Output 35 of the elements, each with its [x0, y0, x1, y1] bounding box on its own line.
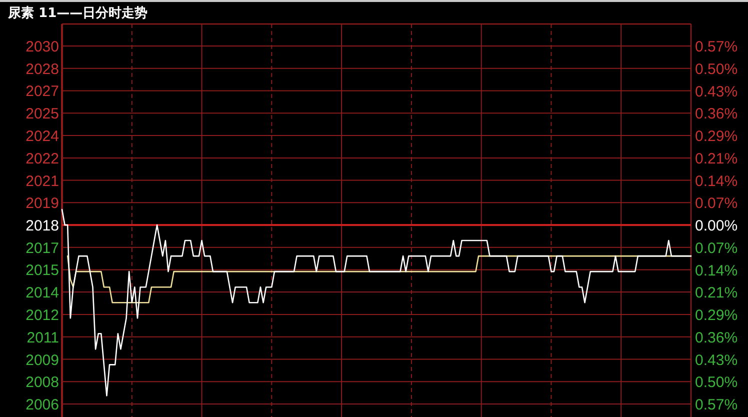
y-tick-label: 2012: [26, 307, 59, 324]
y-tick-label: 2030: [26, 38, 59, 56]
y-tick-label: 2015: [26, 262, 59, 280]
y2-tick-label: 0.21%: [695, 284, 738, 302]
y-tick-label: 2017: [26, 240, 59, 257]
y-tick-label: 2009: [26, 352, 59, 369]
y-tick-label: 2022: [26, 150, 59, 168]
y2-tick-label: 0.07%: [695, 240, 738, 257]
y2-tick-label: 0.43%: [695, 352, 738, 369]
y-tick-label: 2019: [26, 195, 59, 212]
y2-tick-label: 0.43%: [695, 83, 738, 100]
y-tick-label: 2028: [26, 60, 59, 78]
y2-tick-label: 0.57%: [695, 396, 738, 414]
y-tick-label: 2011: [26, 329, 59, 346]
y-tick-label: 2025: [26, 106, 59, 123]
y2-tick-label: 0.29%: [695, 307, 738, 324]
y2-tick-label: 0.36%: [695, 106, 738, 123]
y2-tick-label: 0.07%: [695, 195, 738, 212]
chart-title: 尿素 11——日分时走势: [7, 5, 148, 21]
y2-tick-label: 0.29%: [695, 128, 738, 146]
y2-tick-label: 0.21%: [695, 150, 738, 168]
y2-tick-label: 0.36%: [695, 329, 738, 346]
y-tick-label: 2021: [26, 172, 59, 190]
y-tick-label: 2008: [26, 374, 59, 392]
y2-tick-label: 0.14%: [695, 262, 738, 280]
y2-tick-label: 0.50%: [695, 60, 738, 78]
y2-tick-label: 0.50%: [695, 374, 738, 392]
y2-tick-label: 0.57%: [695, 38, 738, 56]
y-tick-label: 2018: [26, 218, 59, 234]
y2-tick-label: 0.00%: [695, 218, 738, 235]
y-tick-label: 2006: [26, 396, 59, 414]
y2-tick-label: 0.14%: [695, 172, 738, 190]
y-tick-label: 2024: [26, 128, 59, 145]
y-tick-label: 2014: [26, 284, 59, 302]
y-tick-label: 2027: [26, 83, 59, 100]
